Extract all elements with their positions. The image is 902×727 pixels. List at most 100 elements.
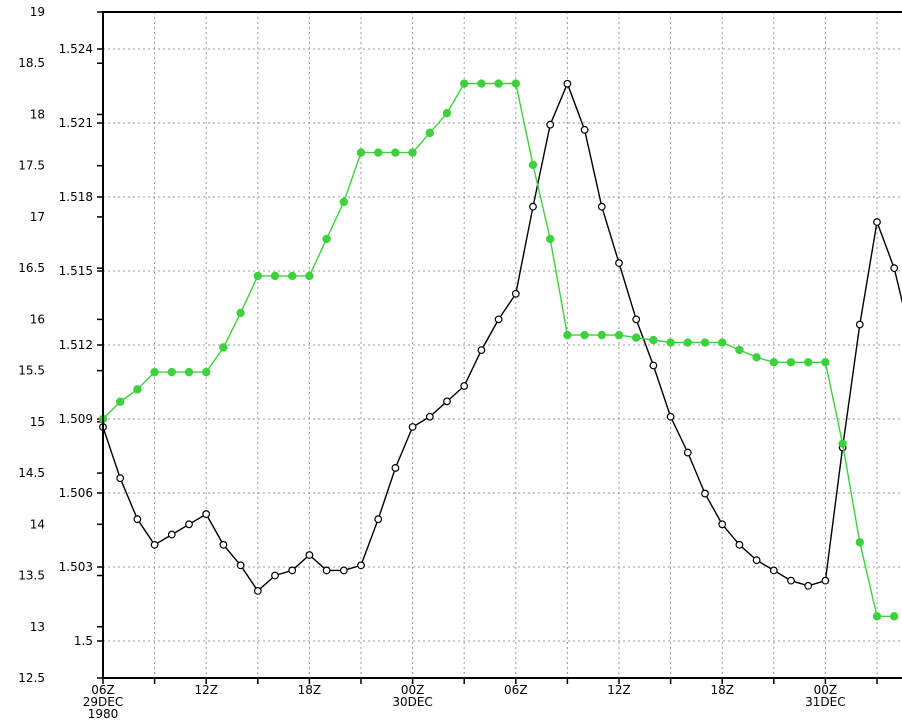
data-point [339,566,348,575]
data-point [683,448,692,457]
inner-tick-label: 1.524 [59,42,93,56]
x-tick-label: 18Z [710,683,734,697]
data-point [253,587,262,595]
left-tick-label: 19 [30,5,45,19]
data-point [528,160,538,170]
data-point [821,358,830,367]
series-black [99,79,902,595]
data-point [632,333,641,342]
data-point [150,367,159,377]
x-tick-label: 12Z [194,683,218,697]
data-point [615,259,623,267]
data-point [804,358,813,367]
data-point [890,612,899,621]
left-tick-label: 17.5 [18,159,45,173]
data-point [425,412,434,421]
data-point [185,520,193,529]
data-point [786,358,796,367]
left-tick-label: 16 [30,312,45,326]
left-tick-label: 13.5 [18,569,45,583]
data-point [769,358,778,367]
data-point [305,271,314,281]
data-point [322,566,331,575]
data-point [184,367,194,377]
data-point [236,561,245,570]
x-tick-label: 06Z [504,683,528,697]
x-tick-label: 12Z [607,683,631,697]
data-point [666,338,675,347]
x-tick-label: 00Z 30DEC [392,683,432,709]
inner-tick-label: 1.509 [59,412,93,426]
data-point [494,315,503,324]
data-point [511,79,520,88]
data-point [649,335,658,345]
data-point [872,612,882,621]
series-green [98,79,899,621]
data-point [133,385,142,394]
data-point [769,566,778,575]
data-point [855,538,864,547]
data-point [821,576,830,585]
data-point [580,125,589,134]
left-tick-label: 18 [30,107,45,121]
data-point [408,423,417,431]
data-point [873,218,881,226]
data-point [271,571,279,580]
data-point [735,345,744,355]
data-point [649,361,658,370]
data-point [546,234,555,244]
data-point [443,397,451,406]
x-tick-label: 00Z 31DEC [805,683,845,709]
left-tick-label: 12.5 [18,671,45,685]
left-tick-label: 15 [30,415,45,429]
data-point [253,271,262,281]
data-point [718,338,727,347]
left-tick-label: 17 [30,210,45,224]
data-point [563,330,572,340]
left-tick-label: 13 [30,620,45,634]
inner-tick-label: 1.512 [59,338,93,352]
data-point [890,264,899,273]
data-point [357,561,365,570]
data-point [597,330,606,340]
data-point [580,330,589,340]
data-point [683,338,692,347]
data-point [460,382,469,390]
inner-tick-label: 1.521 [59,116,93,130]
data-point [597,202,606,211]
inner-tick-label: 1.515 [59,264,93,278]
left-tick-label: 15.5 [18,364,45,378]
data-point [150,540,159,549]
data-point [477,79,486,88]
data-point [752,353,761,362]
series [98,79,902,621]
data-point [632,315,641,324]
left-tick-label: 14 [30,517,45,531]
x-tick-label: 18Z [298,683,322,697]
x-axis-ticks: 06Z 29DEC 1980 12Z 18Z 00Z 30DEC 06Z 12Z 18Z 00Z 31… [83,678,878,721]
left-tick-label: 14.5 [18,466,45,480]
data-point [442,108,452,118]
inner-axis-ticks: 1.5 1.503 1.506 1.509 1.512 1.515 1.518 1.521 1.… [59,42,103,648]
data-point [511,289,520,298]
x-tick-label: 06Z 29DEC 1980 [83,683,123,721]
data-point [408,148,417,157]
data-point [700,338,710,347]
data-point [425,128,434,138]
data-point [701,489,709,498]
inner-tick-label: 1.518 [59,190,93,204]
data-point [288,566,297,575]
series-black-line [102,81,902,592]
data-point [356,148,366,157]
inner-tick-label: 1.5 [74,634,93,648]
data-point [167,530,176,539]
data-point [752,556,761,565]
data-point [115,397,125,406]
data-point [202,510,211,518]
data-point [219,343,228,352]
data-point [219,540,228,549]
left-tick-label: 18.5 [18,56,45,70]
plot-frame [102,11,902,679]
inner-tick-label: 1.506 [59,486,93,500]
